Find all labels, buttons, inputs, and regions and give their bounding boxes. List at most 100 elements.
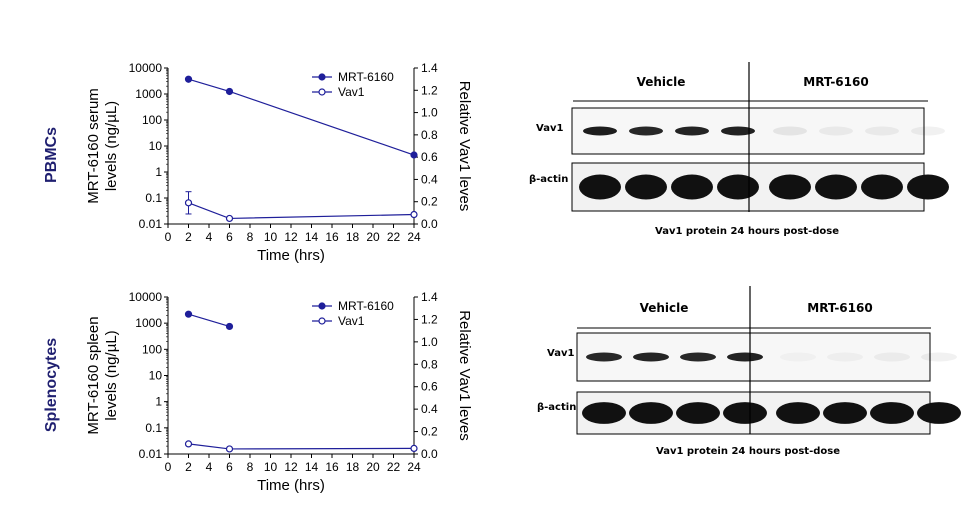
x-tick-label: 22 xyxy=(387,230,401,244)
x-tick-label: 16 xyxy=(325,460,339,474)
data-point-vav1 xyxy=(410,210,418,219)
x-tick-label: 6 xyxy=(226,460,233,474)
actin-band xyxy=(907,174,949,200)
x-tick-label: 14 xyxy=(305,460,319,474)
y2-tick-label: 1.4 xyxy=(421,290,438,304)
y-tick-label: 0.1 xyxy=(145,421,162,435)
y-axis-label-line1: MRT-6160 spleen xyxy=(85,316,102,434)
x-tick-label: 16 xyxy=(325,230,339,244)
chart-splenocyte-pk-pd: 0 2 4 6 8 10 12 14 16 18 20 22 240.010.1110100100010… xyxy=(85,290,473,494)
x-tick-label: 12 xyxy=(284,230,298,244)
y-tick-label: 1 xyxy=(155,165,162,179)
x-tick-label: 18 xyxy=(346,230,360,244)
vav1-band xyxy=(633,352,669,362)
vav1-band xyxy=(827,352,863,362)
vav1-band xyxy=(721,126,755,136)
vav1-band xyxy=(874,352,910,362)
x-tick-label: 12 xyxy=(284,460,298,474)
legend-marker xyxy=(318,317,326,325)
actin-band xyxy=(823,402,867,424)
x-tick-label: 0 xyxy=(165,460,172,474)
blot1-caption: Vav1 protein 24 hours post-dose xyxy=(655,226,839,237)
actin-band xyxy=(723,402,767,424)
y-tick-label: 10 xyxy=(149,369,163,383)
x-tick-label: 2 xyxy=(185,460,192,474)
y2-tick-label: 0.4 xyxy=(421,402,438,416)
y2-tick-label: 1.0 xyxy=(421,106,438,120)
series-line-mrt-6160 xyxy=(188,78,415,156)
y2-tick-label: 1.4 xyxy=(421,61,438,75)
western-blot-pbmc xyxy=(571,62,949,212)
actin-band xyxy=(769,174,811,200)
y2-axis-label: Relative Vav1 leves xyxy=(456,310,473,441)
y2-tick-label: 1.0 xyxy=(421,335,438,349)
x-tick-label: 14 xyxy=(305,230,319,244)
y-tick-label: 10000 xyxy=(129,61,163,75)
data-point-vav1 xyxy=(225,445,234,453)
x-tick-label: 24 xyxy=(407,230,421,244)
y-tick-label: 0.1 xyxy=(145,191,162,205)
row-label-bottom: Splenocytes xyxy=(43,338,60,432)
vav1-band xyxy=(727,352,763,362)
data-point-mrt-6160 xyxy=(184,310,193,318)
data-point-mrt-6160 xyxy=(225,87,234,96)
x-tick-label: 22 xyxy=(387,460,401,474)
blot1-vav1-label: Vav1 xyxy=(536,123,563,134)
actin-band xyxy=(629,402,673,424)
blot1-actin-label: β-actin xyxy=(529,174,568,185)
x-tick-label: 24 xyxy=(407,460,421,474)
vav1-band xyxy=(819,126,853,136)
blot1-treated-label: MRT-6160 xyxy=(803,75,868,89)
blot1-vehicle-label: Vehicle xyxy=(637,75,686,89)
y-tick-label: 10000 xyxy=(129,290,163,304)
blot2-actin-label: β-actin xyxy=(537,402,576,413)
data-point-mrt-6160 xyxy=(225,322,234,331)
y2-tick-label: 0.6 xyxy=(421,380,438,394)
x-tick-label: 10 xyxy=(264,230,278,244)
legend-label: Vav1 xyxy=(338,314,365,328)
legend-label: Vav1 xyxy=(338,85,365,99)
data-point-mrt-6160 xyxy=(410,151,418,159)
actin-band xyxy=(625,174,667,200)
series-line-mrt-6160 xyxy=(188,313,230,328)
data-point-mrt-6160 xyxy=(184,75,193,83)
y-tick-label: 1 xyxy=(155,395,162,409)
vav1-band xyxy=(921,352,957,362)
vav1-band xyxy=(780,353,816,362)
y-tick-label: 0.01 xyxy=(139,447,163,461)
x-axis-label: Time (hrs) xyxy=(257,477,325,494)
blot2-treated-label: MRT-6160 xyxy=(807,301,872,315)
legend-marker xyxy=(318,302,326,310)
vav1-band xyxy=(675,126,709,136)
y2-tick-label: 0.4 xyxy=(421,172,438,186)
legend-label: MRT-6160 xyxy=(338,70,394,84)
blot2-vehicle-label: Vehicle xyxy=(640,301,689,315)
actin-band xyxy=(582,402,626,424)
legend-marker xyxy=(318,73,326,81)
x-tick-label: 8 xyxy=(247,230,254,244)
y-axis-label-line2: levels (ng/µL) xyxy=(103,330,120,420)
y2-tick-label: 0.8 xyxy=(421,128,438,142)
actin-band xyxy=(861,174,903,200)
y2-tick-label: 0.2 xyxy=(421,195,438,209)
x-tick-label: 20 xyxy=(366,460,380,474)
y-tick-label: 0.01 xyxy=(139,217,163,231)
actin-band xyxy=(671,174,713,200)
blot2-caption: Vav1 protein 24 hours post-dose xyxy=(656,446,840,457)
x-tick-label: 4 xyxy=(206,460,213,474)
row-label-top: PBMCs xyxy=(43,127,60,183)
y-tick-label: 100 xyxy=(142,342,162,356)
y2-tick-label: 0.2 xyxy=(421,425,438,439)
y2-tick-label: 1.2 xyxy=(421,312,438,326)
vav1-band xyxy=(911,126,945,136)
y-axis-label-line2: levels (ng/µL) xyxy=(103,101,120,191)
legend-label: MRT-6160 xyxy=(338,299,394,313)
x-tick-label: 4 xyxy=(206,230,213,244)
vav1-band xyxy=(865,126,899,136)
series-line-vav1 xyxy=(188,443,415,450)
series-line-vav1 xyxy=(188,202,415,220)
actin-band xyxy=(917,402,961,424)
y-tick-label: 1000 xyxy=(135,87,162,101)
x-tick-label: 6 xyxy=(226,230,233,244)
